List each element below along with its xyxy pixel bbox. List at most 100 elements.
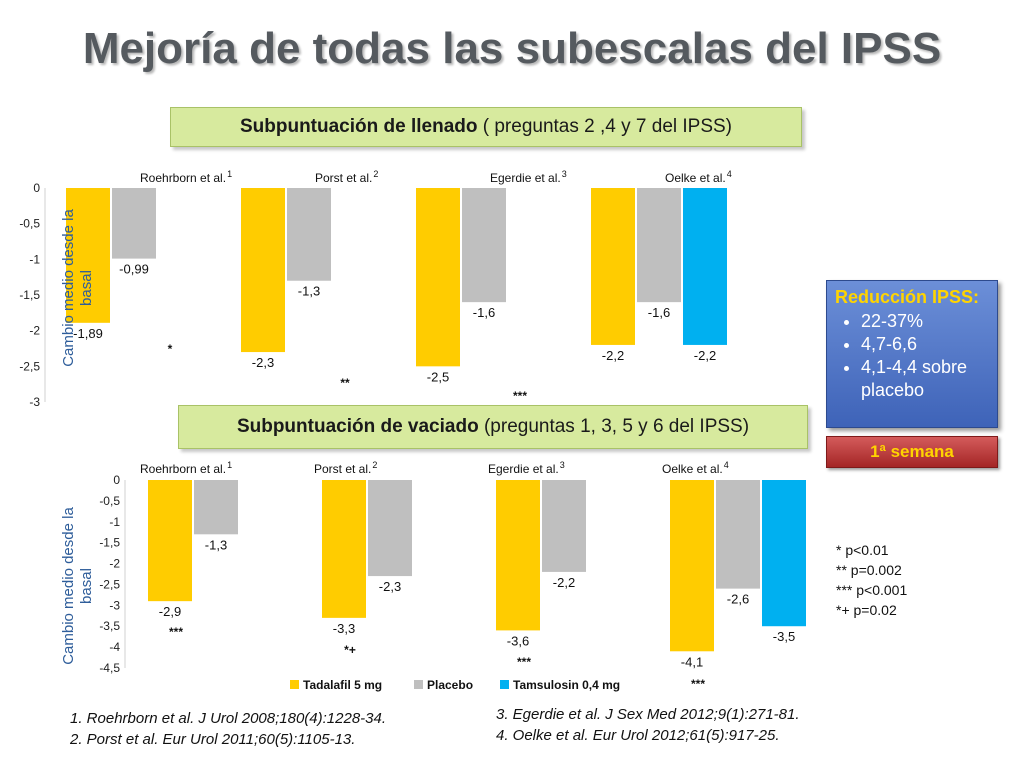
study-superscript: 1	[227, 460, 232, 470]
y-tick-label: -0,5	[99, 494, 120, 508]
significance-marker: **	[340, 376, 350, 390]
study-superscript: 2	[373, 169, 378, 179]
filling-subscore-header: Subpuntuación de llenado ( preguntas 2 ,…	[170, 107, 802, 147]
y-tick-label: -2,5	[19, 359, 40, 373]
bar-placebo	[462, 188, 506, 303]
legend-swatch	[500, 680, 509, 689]
p-value-line: *** p<0.001	[836, 582, 908, 598]
bar-value-label: -4,1	[681, 654, 703, 669]
page-title: Mejoría de todas las subescalas del IPSS	[82, 24, 942, 73]
bar-value-label: -2,3	[379, 579, 401, 594]
ipss-reduction-item: 22-37%	[861, 310, 989, 333]
significance-marker: ***	[517, 655, 531, 669]
filling-chart: 0 -0,5 -1 -1,5 -2 -2,5 -3 Roehrborn et al. 1 -1,8…	[19, 169, 731, 409]
bar-tadalafil-5-mg	[322, 480, 366, 618]
bar-value-label: -2,5	[427, 369, 449, 384]
study-superscript: 3	[562, 169, 567, 179]
legend-swatch	[414, 680, 423, 689]
bar-placebo	[112, 188, 156, 259]
study-label: Roehrborn et al.	[140, 462, 226, 476]
first-week-badge: 1ª semana	[826, 436, 998, 468]
legend-swatch	[290, 680, 299, 689]
study-label: Porst et al.	[315, 171, 372, 185]
emptying-chart: 0 -0,5 -1 -1,5 -2 -2,5 -3 -3,5 -4 -4,5 Roehrborn e…	[99, 460, 806, 692]
study-label: Egerdie et al.	[490, 171, 561, 185]
y-tick-label: -4	[109, 640, 120, 654]
y-tick-label: -1	[109, 515, 120, 529]
study-label: Oelke et al.	[662, 462, 723, 476]
bar-value-label: -3,6	[507, 633, 529, 648]
bar-tamsulosin-0-4-mg	[762, 480, 806, 627]
bar-placebo	[542, 480, 586, 572]
p-values-key: * p<0.01 ** p=0.002 *** p<0.001 *+ p=0.0…	[836, 540, 907, 620]
study-superscript: 4	[724, 460, 729, 470]
bar-value-label: -1,6	[473, 305, 495, 320]
bar-placebo	[287, 188, 331, 281]
bar-value-label: -1,3	[298, 284, 320, 299]
bar-value-label: -2,6	[727, 592, 749, 607]
bar-placebo	[637, 188, 681, 303]
study-superscript: 1	[227, 169, 232, 179]
y-tick-label: -3,5	[99, 619, 120, 633]
bar-value-label: -3,3	[333, 621, 355, 636]
ipss-reduction-list: 22-37% 4,7-6,6 4,1-4,4 sobre placebo	[835, 310, 989, 402]
bar-value-label: -1,6	[648, 305, 670, 320]
significance-marker: ***	[513, 389, 527, 403]
y-tick-label: -4,5	[99, 661, 120, 675]
ipss-reduction-item: 4,1-4,4 sobre placebo	[861, 356, 989, 402]
references-right: 3. Egerdie et al. J Sex Med 2012;9(1):27…	[496, 704, 800, 746]
emptying-subscore-header: Subpuntuación de vaciado (preguntas 1, 3…	[178, 405, 808, 449]
bar-tadalafil-5-mg	[670, 480, 714, 652]
legend-label: Tamsulosin 0,4 mg	[513, 678, 620, 692]
study-label: Egerdie et al.	[488, 462, 559, 476]
bar-placebo	[368, 480, 412, 577]
study-label: Porst et al.	[314, 462, 371, 476]
y-tick-label: -1,5	[19, 288, 40, 302]
reference-item: 1. Roehrborn et al. J Urol 2008;180(4):1…	[70, 710, 387, 727]
y-tick-label: -1	[29, 252, 40, 266]
y-tick-label: -3	[109, 598, 120, 612]
ipss-reduction-title: Reducción IPSS:	[835, 287, 980, 307]
y-tick-label: -0,5	[19, 217, 40, 231]
bar-tadalafil-5-mg	[148, 480, 192, 602]
reference-item: 4. Oelke et al. Eur Urol 2012;61(5):917-…	[496, 727, 780, 744]
legend-label: Placebo	[427, 678, 473, 692]
legend-label: Tadalafil 5 mg	[303, 678, 382, 692]
bar-value-label: -1,3	[205, 537, 227, 552]
y-tick-label: -2	[109, 557, 120, 571]
y-tick-label: -3	[29, 395, 40, 409]
bar-value-label: -2,9	[159, 604, 181, 619]
references-left: 1. Roehrborn et al. J Urol 2008;180(4):1…	[70, 708, 386, 750]
study-superscript: 3	[560, 460, 565, 470]
filling-header-rest: ( preguntas 2 ,4 y 7 del IPSS)	[477, 116, 733, 137]
y-tick-label: -2	[29, 324, 40, 338]
study-label: Oelke et al.	[665, 171, 726, 185]
bar-tadalafil-5-mg	[241, 188, 285, 353]
bar-value-label: -2,2	[694, 348, 716, 363]
y-tick-label: 0	[113, 473, 120, 487]
bar-value-label: -0,99	[119, 262, 149, 277]
emptying-y-axis-label: Cambio medio desde la basal	[60, 507, 95, 665]
y-tick-label: -2,5	[99, 577, 120, 591]
y-tick-label: -1,5	[99, 536, 120, 550]
significance-marker: ***	[691, 677, 705, 691]
bar-value-label: -2,2	[553, 575, 575, 590]
study-label: Roehrborn et al.	[140, 171, 226, 185]
ipss-reduction-item: 4,7-6,6	[861, 333, 989, 356]
bar-placebo	[194, 480, 238, 535]
ipss-reduction-box: Reducción IPSS: 22-37% 4,7-6,6 4,1-4,4 s…	[826, 280, 998, 428]
filling-header-bold: Subpuntuación de llenado	[239, 116, 478, 137]
reference-item: 3. Egerdie et al. J Sex Med 2012;9(1):27…	[496, 706, 800, 723]
p-value-line: ** p=0.002	[836, 562, 902, 578]
significance-marker: *	[168, 342, 173, 356]
significance-marker: ***	[169, 625, 183, 639]
bar-value-label: -3,5	[773, 629, 795, 644]
bar-tadalafil-5-mg	[496, 480, 540, 631]
y-tick-label: 0	[33, 181, 40, 195]
bar-tadalafil-5-mg	[591, 188, 635, 345]
bar-placebo	[716, 480, 760, 589]
bar-value-label: -2,3	[252, 355, 274, 370]
bar-value-label: -2,2	[602, 348, 624, 363]
bar-tadalafil-5-mg	[66, 188, 110, 323]
bar-value-label: -1,89	[73, 326, 103, 341]
